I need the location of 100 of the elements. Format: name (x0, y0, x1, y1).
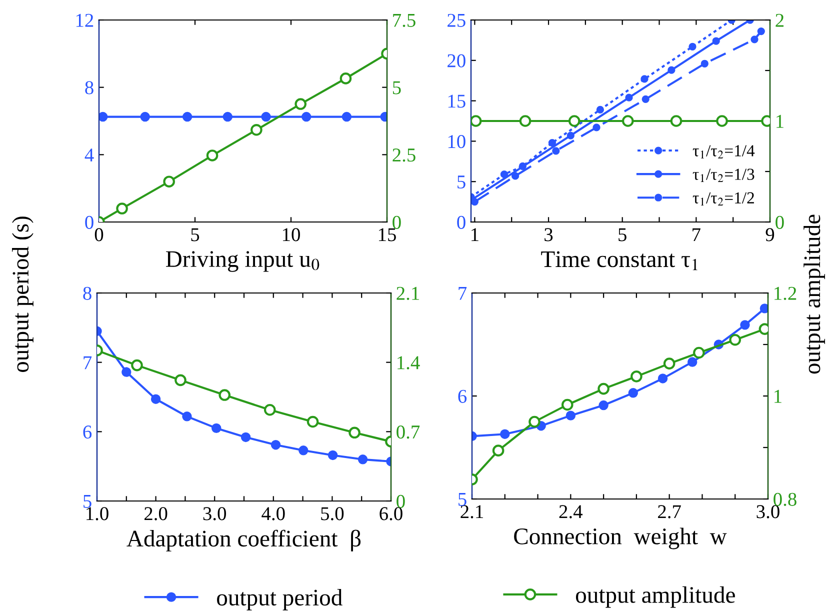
y-tick-label: 7 (84, 356, 92, 370)
point (760, 304, 768, 314)
point (552, 147, 560, 155)
x-tick-label: 7 (692, 228, 700, 242)
x-tick-label: 2.0 (144, 507, 168, 520)
point (511, 172, 520, 180)
y-tick-label: 25 (448, 14, 466, 27)
y-tick-label: 8 (83, 286, 92, 300)
x-tick-label: 10 (282, 228, 300, 242)
point (500, 429, 510, 439)
y2-tick-label: 0 (396, 494, 405, 508)
y2-tick-label: 1.4 (398, 356, 420, 370)
x-axis-title: Driving input u$_{0}$ (166, 251, 320, 272)
point (163, 176, 175, 188)
x-tick-label: 0 (94, 228, 104, 242)
x-axis-title: Connection weight w (514, 528, 727, 550)
point (668, 66, 676, 74)
point (561, 398, 574, 411)
point (358, 454, 368, 464)
y-tick-label: 6 (458, 390, 467, 403)
y-tick-label: 5 (84, 495, 92, 508)
point (630, 370, 642, 382)
x-tick-label: 3 (544, 228, 553, 242)
point (294, 98, 307, 110)
y-tick-label: 7 (458, 287, 467, 300)
point (116, 202, 128, 214)
y2-tick-label: 2.1 (396, 286, 419, 300)
point (750, 36, 758, 44)
point (500, 170, 508, 178)
y2-tick-label: 1 (774, 390, 782, 403)
point (212, 423, 222, 434)
point (218, 389, 230, 401)
x-tick-label: 2.4 (559, 505, 583, 518)
x-tick-label: 3.0 (756, 505, 780, 518)
y2-tick-label: 7.5 (393, 14, 416, 28)
point (182, 412, 192, 422)
point (348, 426, 360, 439)
point (592, 124, 600, 132)
point (340, 72, 352, 84)
y-tick-label: 15 (448, 94, 466, 108)
point (298, 446, 308, 456)
x-tick-label: 2.7 (658, 505, 681, 518)
y2-tick-label: 0 (776, 216, 784, 229)
y2-tick-label: 2.5 (392, 148, 416, 162)
y-tick-label: 5 (458, 493, 466, 506)
point (250, 124, 262, 136)
x-tick-label: 6.0 (380, 507, 402, 520)
point (122, 367, 132, 377)
point (688, 42, 696, 50)
x-axis-title: Adaptation coefficient β (126, 530, 361, 552)
point (528, 416, 540, 428)
x-tick-label: 5 (191, 228, 200, 242)
y2-tick-label: 0.7 (396, 425, 420, 439)
y2-tick-label: 0.8 (774, 492, 796, 506)
point (712, 37, 720, 45)
x-axis-title: Time constant τ$_{1}$ (541, 251, 698, 270)
point (174, 374, 186, 386)
y2-tick-label: 1 (776, 114, 784, 128)
point (471, 198, 479, 206)
y-tick-label: 0 (457, 216, 466, 229)
point (757, 27, 765, 36)
x-tick-label: 1.0 (86, 507, 108, 520)
point (642, 95, 650, 104)
x-tick-label: 9 (766, 228, 774, 242)
point (640, 75, 648, 83)
y-tick-label: 20 (448, 54, 466, 68)
point (740, 320, 750, 330)
y2-tick-label: 1.2 (774, 286, 796, 300)
y-axis-title: output period (s) (12, 216, 34, 372)
y-tick-label: 0 (85, 216, 94, 229)
point (628, 388, 638, 398)
y-tick-label: 5 (458, 176, 466, 189)
point (598, 400, 608, 410)
point (131, 359, 143, 372)
legend-label: τ$_{1}$/τ$_{2}$=1/4 (692, 145, 755, 158)
point (548, 138, 556, 147)
x-tick-label: 4.0 (262, 507, 285, 520)
point (206, 150, 218, 162)
x-tick-label: 1 (472, 228, 478, 242)
legend-label: τ$_{1}$/τ$_{2}$=1/2 (692, 192, 754, 206)
point (328, 450, 338, 460)
y-tick-label: 10 (448, 135, 466, 148)
x-tick-label: 15 (378, 228, 396, 242)
y-tick-label: 12 (76, 14, 94, 27)
x-tick-label: 2.1 (460, 505, 483, 518)
point (566, 410, 576, 420)
point (270, 440, 281, 450)
y-tick-label: 6 (83, 426, 92, 439)
x-tick-label: 5.0 (321, 507, 344, 520)
point (264, 404, 276, 416)
x-tick-label: 5 (618, 228, 626, 242)
point (663, 358, 676, 370)
legend-label: τ$_{1}$/τ$_{2}$=1/3 (692, 168, 754, 182)
point (240, 432, 251, 442)
x-tick-label: 3.0 (203, 507, 226, 520)
point (492, 444, 504, 456)
legend-label: output period (217, 588, 342, 610)
point (658, 374, 668, 384)
point (596, 106, 604, 114)
point (729, 334, 742, 346)
